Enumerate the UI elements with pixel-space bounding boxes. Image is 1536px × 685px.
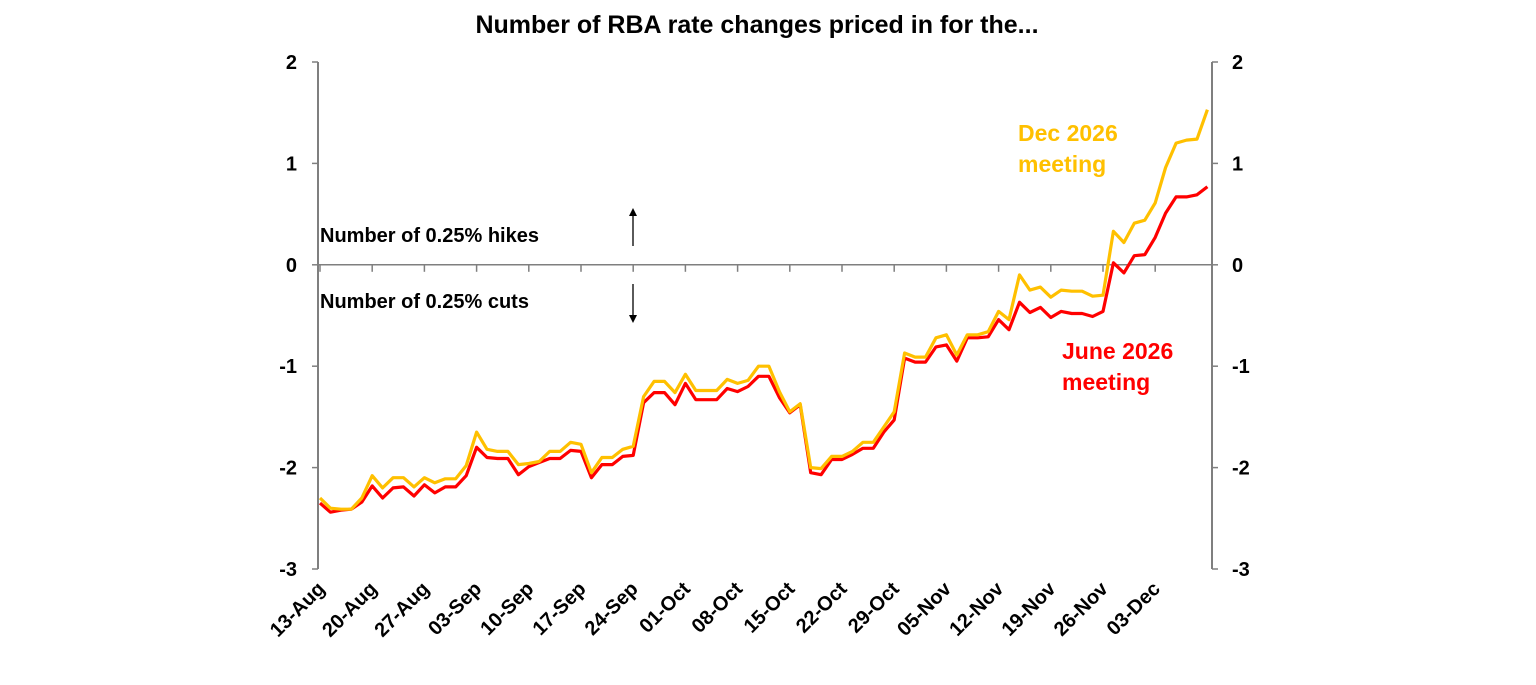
x-tick-label: 26-Nov	[1050, 577, 1113, 640]
x-tick-label: 12-Nov	[945, 577, 1008, 640]
x-tick-label: 20-Aug	[318, 578, 381, 641]
dec-series-label-line1: Dec 2026	[1018, 120, 1118, 146]
y-tick-label-right: -1	[1232, 356, 1250, 378]
x-tick-label: 08-Oct	[688, 578, 748, 638]
x-tick-label: 19-Nov	[998, 577, 1061, 640]
y-tick-label-left: -1	[279, 356, 297, 378]
y-tick-label-right: -3	[1232, 559, 1250, 581]
x-tick-label: 01-Oct	[635, 578, 695, 638]
y-tick-label-left: -3	[279, 559, 297, 581]
x-tick-label: 13-Aug	[266, 578, 329, 641]
y-tick-label-right: 0	[1232, 255, 1243, 277]
x-tick-label: 27-Aug	[370, 578, 433, 641]
june-series-label-line1: June 2026	[1062, 338, 1173, 364]
y-tick-label-left: 2	[286, 52, 297, 74]
y-tick-label-right: -2	[1232, 458, 1250, 480]
up-arrow-icon	[629, 208, 637, 246]
x-tick-label: 10-Sep	[476, 578, 538, 640]
y-tick-label-right: 2	[1232, 52, 1243, 74]
x-tick-label: 03-Dec	[1103, 578, 1165, 640]
chart-title: Number of RBA rate changes priced in for…	[475, 11, 1038, 39]
june-series-label-line2: meeting	[1062, 369, 1150, 395]
x-tick-label: 29-Oct	[844, 578, 904, 638]
x-tick-label: 22-Oct	[792, 578, 852, 638]
y-tick-label-left: -2	[279, 458, 297, 480]
x-tick-label: 03-Sep	[424, 578, 486, 640]
y-tick-label-left: 0	[286, 255, 297, 277]
x-tick-label: 17-Sep	[529, 578, 591, 640]
cuts-annotation: Number of 0.25% cuts	[320, 291, 529, 313]
down-arrow-icon	[629, 284, 637, 323]
x-tick-label: 05-Nov	[893, 577, 956, 640]
hikes-annotation: Number of 0.25% hikes	[320, 225, 539, 247]
x-tick-label: 15-Oct	[740, 578, 800, 638]
y-tick-label-right: 1	[1232, 153, 1243, 175]
dec-series-label-line2: meeting	[1018, 151, 1106, 177]
y-tick-label-left: 1	[286, 153, 297, 175]
x-tick-label: 24-Sep	[581, 578, 643, 640]
